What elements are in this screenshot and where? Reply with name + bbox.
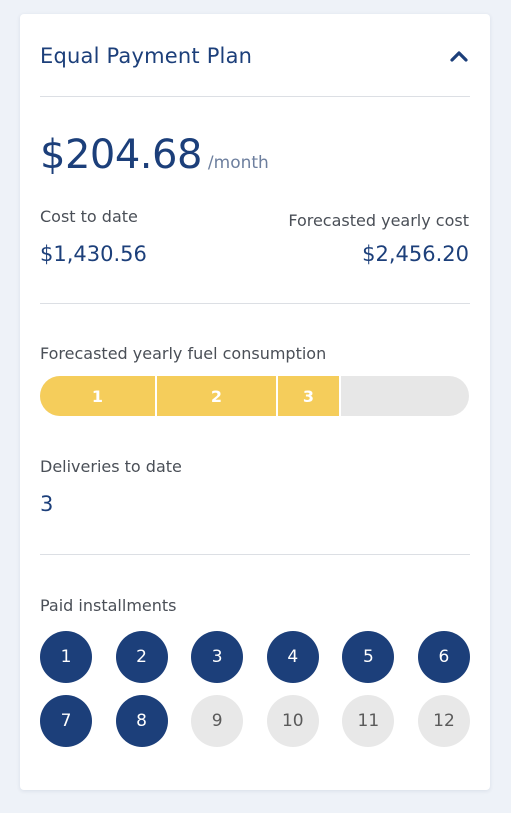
- installment-7-paid: 7: [40, 695, 92, 747]
- divider: [40, 96, 470, 97]
- equal-payment-plan-card: Equal Payment Plan $204.68 /month Cost t…: [20, 14, 490, 790]
- forecasted-yearly-cost-value: $2,456.20: [362, 242, 469, 266]
- paid-installments-label: Paid installments: [40, 596, 177, 615]
- divider: [40, 554, 470, 555]
- forecasted-yearly-cost-label: Forecasted yearly cost: [288, 211, 469, 230]
- card-title: Equal Payment Plan: [40, 44, 253, 68]
- installment-9-unpaid: 9: [191, 695, 244, 747]
- consumption-segment: 1: [40, 376, 155, 416]
- installment-10-unpaid: 10: [266, 695, 319, 747]
- fuel-consumption-label: Forecasted yearly fuel consumption: [40, 344, 327, 363]
- installment-2-paid: 2: [115, 631, 168, 683]
- installment-6-paid: 6: [417, 631, 470, 683]
- divider: [40, 303, 470, 304]
- installment-4-paid: 4: [266, 631, 319, 683]
- price-period: /month: [207, 153, 269, 173]
- installment-8-paid: 8: [115, 695, 168, 747]
- cost-to-date-label: Cost to date: [40, 207, 138, 226]
- deliveries-value: 3: [40, 492, 54, 516]
- consumption-segment: 2: [155, 376, 276, 416]
- deliveries-label: Deliveries to date: [40, 457, 182, 476]
- chevron-up-icon[interactable]: [448, 45, 470, 67]
- cost-to-date-value: $1,430.56: [40, 242, 147, 266]
- card-header[interactable]: Equal Payment Plan: [40, 40, 470, 72]
- consumption-segment: 3: [276, 376, 341, 416]
- price-amount: $204.68: [40, 132, 202, 178]
- installment-3-paid: 3: [191, 631, 244, 683]
- monthly-price: $204.68 /month: [40, 132, 269, 178]
- installments-grid: 1 2 3 4 5 6 7 8 9 10 11 12: [40, 631, 470, 747]
- installment-1-paid: 1: [40, 631, 92, 683]
- installment-11-unpaid: 11: [342, 695, 395, 747]
- fuel-consumption-bar: 1 2 3: [40, 376, 469, 416]
- installment-5-paid: 5: [342, 631, 395, 683]
- installment-12-unpaid: 12: [417, 695, 470, 747]
